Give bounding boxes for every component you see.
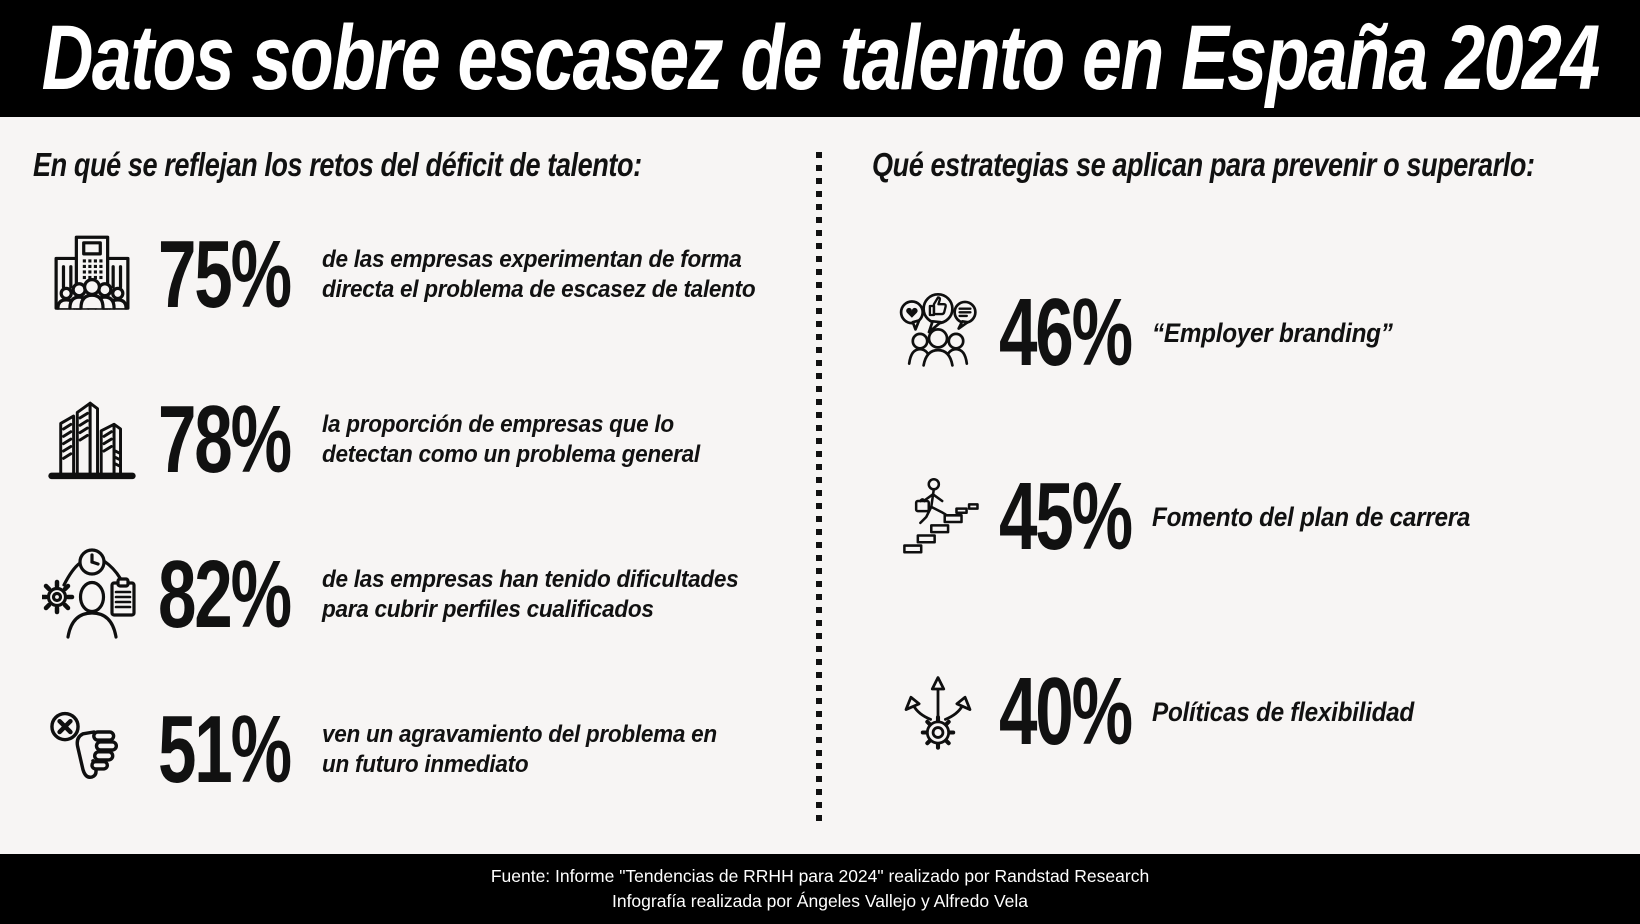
stat-row-flexibility-policies: 40% Políticas de flexibilidad [890,660,1443,764]
stat-value: 45% [999,463,1133,570]
pct-box: 78% [158,392,308,488]
stat-description: de las empresas experimentan de forma di… [322,246,756,303]
stat-value: 78% [158,386,292,493]
pct-box: 75% [158,227,308,323]
icon-box [890,475,985,559]
stat-row-general-problem: 78% la proporción de empresas que lo det… [42,388,733,492]
pct-box: 51% [158,702,308,798]
flexibility-arrows-icon [904,676,971,750]
stat-row-talent-shortage-direct: 75% de las empresas experimentan de form… [42,223,793,327]
stat-description: “Employer branding” [1152,317,1393,348]
employer-branding-icon [899,292,977,367]
page-title: Datos sobre escasez de talento en España… [41,7,1600,109]
company-employees-icon [54,235,130,310]
stat-description: de las empresas han tenido dificultades … [322,566,739,623]
pct-box: 45% [999,469,1134,565]
career-ladder-icon [902,477,979,554]
stat-row-worsening-future: 51% ven un agravamiento del problema en … [42,698,751,802]
stat-row-qualified-profiles: 82% de las empresas han tenido dificulta… [42,543,775,647]
pct-box: 82% [158,547,308,643]
source-credit: Fuente: Informe "Tendencias de RRHH para… [490,865,1150,886]
icon-box [890,288,985,378]
worker-skills-icon [42,548,136,639]
stat-description: Fomento del plan de carrera [1152,501,1471,532]
stat-description: ven un agravamiento del problema en un f… [322,721,717,778]
stat-description: la proporción de empresas que lo detecta… [322,411,700,468]
stat-value: 82% [158,541,292,648]
header-band: Datos sobre escasez de talento en España… [0,0,1640,117]
left-section-heading: En qué se reflejan los retos del déficit… [33,146,642,183]
dotted-divider [816,152,822,822]
stat-value: 46% [999,279,1133,386]
stat-value: 51% [158,696,292,803]
icon-box [42,705,142,795]
footer-band: Fuente: Informe "Tendencias de RRHH para… [0,854,1640,924]
icon-box [42,229,142,321]
icon-box [42,394,142,486]
stat-value: 40% [999,658,1133,765]
stat-value: 75% [158,221,292,328]
pct-box: 46% [999,285,1134,381]
office-buildings-icon [48,401,136,480]
thumbs-down-icon [50,711,119,779]
stat-row-employer-branding: 46% “Employer branding” [890,281,1419,385]
icon-box [890,671,985,753]
stat-row-career-plan: 45% Fomento del plan de carrera [890,465,1506,569]
right-section-heading: Qué estrategias se aplican para prevenir… [872,146,1535,183]
author-credit: Infografía realizada por Ángeles Vallejo… [611,891,1029,911]
icon-box [42,545,142,645]
pct-box: 40% [999,664,1134,760]
stat-description: Políticas de flexibilidad [1152,696,1414,727]
